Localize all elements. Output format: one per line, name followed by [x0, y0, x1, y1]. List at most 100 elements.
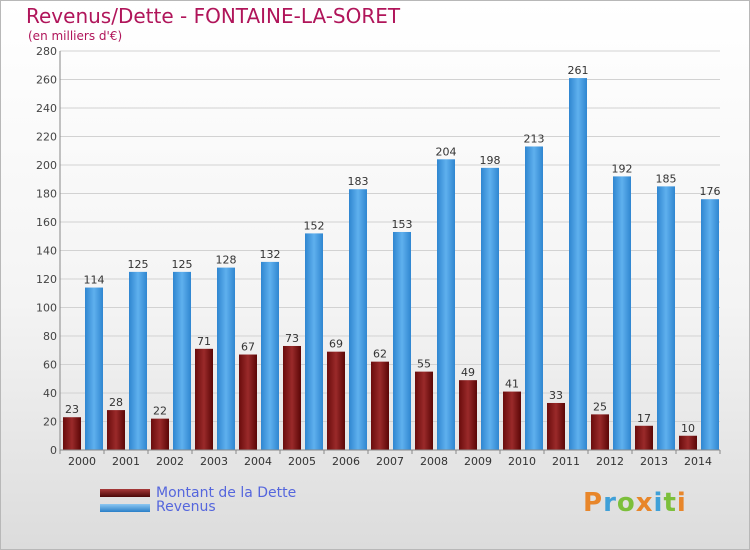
- bar-dette: [327, 351, 345, 450]
- bar-dette: [415, 371, 433, 450]
- y-tick-label: 280: [36, 45, 57, 58]
- y-tick-label: 160: [36, 216, 57, 229]
- bar-revenus: [701, 199, 719, 450]
- proxiti-logo: Proxiti: [583, 488, 687, 518]
- chart-title: Revenus/Dette - FONTAINE-LA-SORET: [26, 4, 401, 28]
- data-label-dette: 73: [285, 332, 299, 345]
- data-label-dette: 10: [681, 422, 695, 435]
- bar-dette: [151, 418, 169, 450]
- data-label-revenus: 261: [568, 64, 589, 77]
- bar-dette: [503, 391, 521, 450]
- bar-dette: [63, 417, 81, 450]
- x-tick-label: 2013: [640, 455, 668, 468]
- data-label-dette: 67: [241, 341, 255, 354]
- data-label-revenus: 152: [304, 219, 325, 232]
- logo-letter: o: [616, 488, 636, 518]
- data-label-dette: 49: [461, 366, 475, 379]
- legend-swatch-dette: [100, 489, 150, 497]
- data-label-dette: 33: [549, 389, 563, 402]
- bar-revenus: [85, 287, 103, 450]
- data-label-dette: 41: [505, 378, 519, 391]
- data-label-revenus: 213: [524, 132, 545, 145]
- data-label-revenus: 176: [700, 185, 721, 198]
- logo-letter: i: [653, 488, 664, 518]
- x-tick-label: 2011: [552, 455, 580, 468]
- chart-subtitle: (en milliers d'€): [28, 29, 123, 43]
- data-label-revenus: 198: [480, 154, 501, 167]
- y-tick-label: 200: [36, 159, 57, 172]
- data-label-revenus: 153: [392, 218, 413, 231]
- bar-dette: [195, 348, 213, 450]
- bar-revenus: [393, 231, 411, 450]
- x-tick-label: 2003: [200, 455, 228, 468]
- y-tick-label: 240: [36, 102, 57, 115]
- bar-revenus: [525, 146, 543, 450]
- logo-letter: P: [583, 488, 604, 518]
- data-label-dette: 55: [417, 358, 431, 371]
- x-tick-label: 2004: [244, 455, 272, 468]
- legend-swatch-revenus: [100, 504, 150, 512]
- data-label-dette: 28: [109, 396, 123, 409]
- bar-dette: [679, 435, 697, 450]
- x-tick-label: 2006: [332, 455, 360, 468]
- x-tick-label: 2012: [596, 455, 624, 468]
- data-label-revenus: 128: [216, 254, 237, 267]
- bar-revenus: [349, 189, 367, 450]
- data-label-dette: 62: [373, 348, 387, 361]
- y-tick-label: 40: [43, 387, 57, 400]
- logo-letter: i: [676, 488, 687, 518]
- bar-revenus: [569, 78, 587, 450]
- y-tick-label: 60: [43, 359, 57, 372]
- bar-revenus: [437, 159, 455, 451]
- bar-dette: [635, 425, 653, 450]
- bar-dette: [459, 380, 477, 450]
- data-label-revenus: 125: [128, 258, 149, 271]
- bar-dette: [547, 402, 565, 450]
- bar-dette: [107, 410, 125, 450]
- data-label-revenus: 125: [172, 258, 193, 271]
- data-label-revenus: 185: [656, 172, 677, 185]
- bar-revenus: [305, 233, 323, 450]
- x-tick-label: 2008: [420, 455, 448, 468]
- data-label-revenus: 114: [84, 274, 105, 287]
- data-label-revenus: 204: [436, 145, 457, 158]
- y-tick-label: 260: [36, 74, 57, 87]
- y-tick-label: 220: [36, 131, 57, 144]
- x-tick-label: 2001: [112, 455, 140, 468]
- x-tick-label: 2002: [156, 455, 184, 468]
- x-tick-label: 2014: [684, 455, 712, 468]
- data-label-dette: 17: [637, 412, 651, 425]
- y-tick-label: 20: [43, 416, 57, 429]
- bar-revenus: [217, 267, 235, 450]
- y-tick-label: 0: [50, 444, 57, 457]
- bar-revenus: [261, 261, 279, 450]
- data-label-dette: 69: [329, 338, 343, 351]
- logo-letter: t: [663, 488, 677, 518]
- bar-dette: [371, 361, 389, 450]
- data-label-revenus: 132: [260, 248, 281, 261]
- logo-letter: x: [635, 488, 654, 518]
- data-label-revenus: 192: [612, 162, 633, 175]
- legend-label-revenus: Revenus: [156, 499, 216, 515]
- bar-revenus: [481, 167, 499, 450]
- data-label-revenus: 183: [348, 175, 369, 188]
- data-label-dette: 71: [197, 335, 211, 348]
- bar-revenus: [129, 271, 147, 450]
- logo-letter: r: [603, 488, 617, 518]
- bar-dette: [283, 345, 301, 450]
- bar-revenus: [613, 176, 631, 450]
- bar-dette: [591, 414, 609, 450]
- x-tick-label: 2007: [376, 455, 404, 468]
- x-tick-label: 2000: [68, 455, 96, 468]
- y-tick-label: 80: [43, 330, 57, 343]
- x-tick-label: 2010: [508, 455, 536, 468]
- y-tick-label: 120: [36, 273, 57, 286]
- x-tick-label: 2005: [288, 455, 316, 468]
- x-tick-label: 2009: [464, 455, 492, 468]
- y-tick-label: 180: [36, 188, 57, 201]
- y-tick-label: 140: [36, 245, 57, 258]
- data-label-dette: 23: [65, 403, 79, 416]
- bar-revenus: [657, 186, 675, 450]
- bar-revenus: [173, 271, 191, 450]
